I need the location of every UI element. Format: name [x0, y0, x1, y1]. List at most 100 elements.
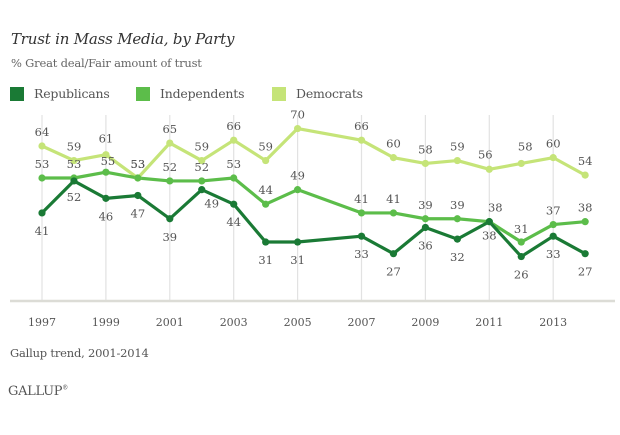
data-label-independents: 53 — [226, 157, 241, 171]
data-label-independents: 31 — [514, 222, 529, 236]
data-point-democrats — [453, 156, 461, 165]
data-label-republicans: 33 — [546, 247, 561, 261]
x-tick-label: 1997 — [28, 316, 56, 329]
x-tick-label: 2003 — [220, 316, 248, 329]
data-point-independents — [421, 215, 429, 223]
data-point-republicans — [262, 238, 270, 246]
data-point-republicans — [485, 218, 493, 226]
data-label-independents: 53 — [35, 157, 50, 171]
data-point-democrats — [485, 165, 493, 173]
data-label-independents: 37 — [546, 204, 561, 218]
logo-text: GALLUP — [8, 384, 63, 399]
data-point-democrats — [517, 159, 525, 168]
data-point-independents — [549, 220, 557, 229]
data-point-republicans — [198, 186, 206, 194]
data-label-independents: 53 — [67, 157, 82, 171]
data-label-democrats: 65 — [162, 122, 177, 136]
gridlines — [41, 115, 554, 301]
legend-item-democrats: Democrats — [272, 86, 363, 101]
data-label-independents: 52 — [162, 160, 177, 174]
data-point-republicans — [421, 223, 429, 232]
data-point-independents — [294, 186, 302, 194]
data-label-republicans: 39 — [162, 230, 177, 244]
x-tick-label: 2011 — [475, 316, 503, 329]
data-point-independents — [389, 209, 398, 217]
data-label-republicans: 52 — [67, 190, 82, 204]
x-tick-label: 2013 — [539, 316, 567, 329]
data-point-republicans — [517, 252, 525, 261]
data-point-democrats — [549, 154, 557, 162]
data-label-independents: 38 — [578, 201, 593, 215]
chart-title: Trust in Mass Media, by Party — [11, 30, 235, 48]
data-label-democrats: 59 — [258, 140, 273, 154]
data-point-independents — [198, 177, 206, 185]
data-point-republicans — [389, 250, 398, 258]
data-label-democrats: 58 — [518, 139, 533, 153]
data-label-democrats: 59 — [67, 140, 82, 154]
series-lines — [40, 126, 587, 259]
legend-swatch-democrats — [272, 86, 286, 101]
data-label-republicans: 27 — [386, 265, 401, 279]
data-point-independents — [517, 238, 525, 246]
x-tick-label: 1999 — [92, 316, 120, 329]
x-tick-label: 2001 — [156, 316, 184, 329]
legend-label-democrats: Democrats — [296, 86, 363, 101]
data-label-republicans: 26 — [514, 268, 529, 282]
data-label-independents: 41 — [354, 192, 369, 206]
data-label-republicans: 38 — [482, 229, 497, 243]
data-label-republicans: 33 — [354, 247, 369, 261]
legend-swatch-republicans — [10, 86, 24, 101]
x-tick-label: 2005 — [284, 316, 312, 329]
series-points — [38, 124, 589, 261]
data-point-independents — [102, 168, 110, 176]
data-point-independents — [357, 209, 366, 217]
data-label-republicans: 31 — [258, 253, 273, 267]
data-point-democrats — [166, 139, 174, 147]
data-point-democrats — [230, 136, 238, 144]
data-label-democrats: 59 — [450, 140, 465, 154]
data-point-democrats — [294, 124, 302, 133]
data-label-republicans: 49 — [204, 197, 219, 211]
footnote: Gallup trend, 2001-2014 — [10, 346, 149, 360]
data-label-independents: 44 — [258, 183, 273, 197]
data-point-republicans — [134, 191, 142, 200]
data-point-democrats — [70, 156, 78, 165]
data-label-republicans: 46 — [99, 209, 114, 223]
data-label-democrats: 66 — [226, 119, 241, 133]
data-point-republicans — [549, 232, 557, 240]
legend-label-republicans: Republicans — [34, 86, 110, 101]
data-point-republicans — [294, 238, 302, 246]
x-axis-ticks: 1997 1999 2001 2003 2005 2007 2009 2011 2013 — [28, 316, 567, 329]
series-line-republicans — [40, 179, 587, 259]
data-point-democrats — [38, 142, 46, 150]
data-point-democrats — [357, 136, 366, 144]
x-tick-label: 2007 — [348, 316, 376, 329]
data-point-democrats — [389, 154, 398, 162]
data-label-democrats: 59 — [194, 140, 209, 154]
data-label-democrats: 61 — [99, 132, 114, 146]
data-label-republicans: 36 — [418, 238, 433, 252]
data-label-independents: 55 — [101, 154, 116, 168]
data-label-democrats: 66 — [354, 119, 369, 133]
data-label-independents: 39 — [418, 198, 433, 212]
data-label-democrats: 53 — [131, 157, 146, 171]
data-point-democrats — [102, 151, 110, 159]
data-point-democrats — [421, 159, 429, 168]
data-point-independents — [581, 218, 589, 226]
registered-mark: ® — [62, 384, 68, 392]
data-label-democrats: 58 — [418, 142, 433, 156]
data-label-democrats: 60 — [546, 137, 561, 151]
data-point-independents — [38, 174, 46, 182]
data-point-republicans — [581, 250, 589, 258]
data-point-republicans — [166, 215, 174, 223]
data-label-republicans: 32 — [450, 250, 465, 264]
data-label-republicans: 44 — [226, 215, 241, 229]
data-point-independents — [262, 200, 270, 208]
data-label-independents: 41 — [386, 192, 401, 206]
data-label-republicans: 31 — [290, 253, 305, 267]
data-point-democrats — [581, 171, 589, 179]
data-labels: 64 59 61 53 65 59 66 59 70 66 60 58 59 56 58 60 54 53 53 55… — [35, 108, 593, 282]
data-point-republicans — [70, 177, 78, 185]
data-label-republicans: 41 — [35, 224, 50, 238]
legend-label-independents: Independents — [160, 86, 245, 101]
